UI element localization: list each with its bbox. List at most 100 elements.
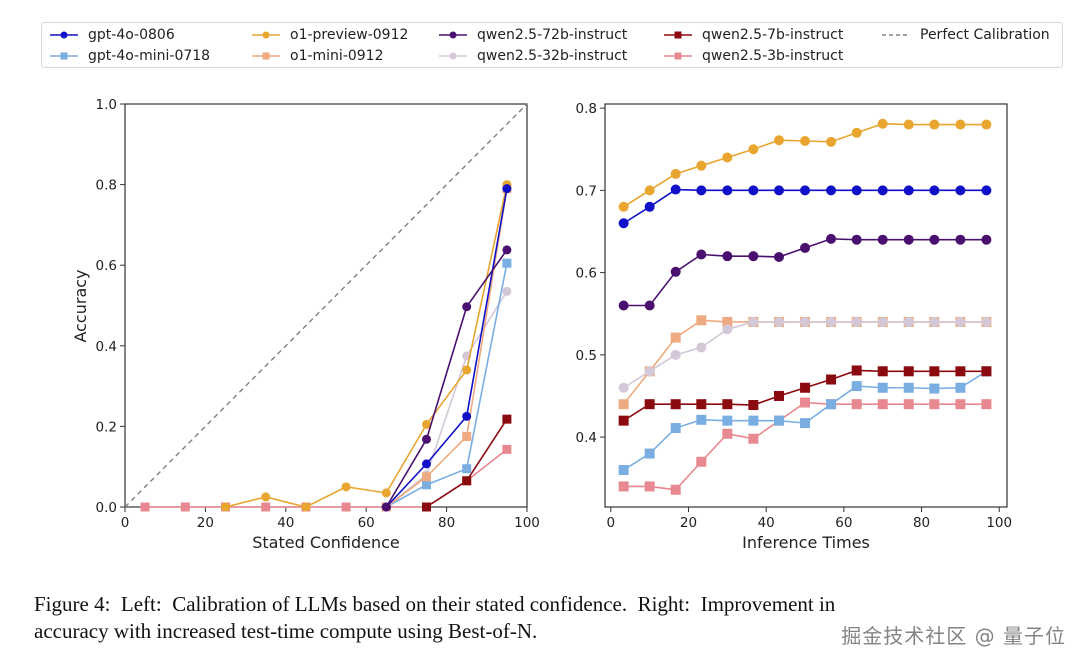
- right-point-gpt-4o-0806: [929, 185, 940, 196]
- figure-caption: Figure 4: Left: Calibration of LLMs base…: [34, 591, 1074, 645]
- right-point-qwen2-5-72b-instruct: [826, 233, 837, 244]
- right-point-gpt-4o-mini-0718: [774, 415, 785, 426]
- left-point-qwen2-5-32b-instruct: [502, 286, 512, 296]
- right-point-qwen2-5-32b-instruct: [929, 316, 940, 327]
- right-point-qwen2-5-72b-instruct: [955, 234, 966, 245]
- right-point-qwen2-5-7b-instruct: [981, 366, 992, 377]
- legend-item-gpt-4o-0806: gpt-4o-0806: [50, 25, 175, 45]
- right-y-tick-label: 0.6: [576, 266, 597, 282]
- right-point-o1-preview-0912: [670, 168, 681, 179]
- right-point-qwen2-5-72b-instruct: [774, 251, 785, 262]
- legend-item-qwen2-5-3b-instruct: qwen2.5-3b-instruct: [664, 46, 843, 66]
- right-point-qwen2-5-3b-instruct: [877, 399, 888, 410]
- right-point-o1-preview-0912: [929, 119, 940, 130]
- left-x-tick-label: 0: [121, 515, 130, 531]
- right-series-line-qwen2-5-7b-instruct: [623, 369, 987, 422]
- right-point-qwen2-5-3b-instruct: [670, 484, 681, 495]
- chart-legend: gpt-4o-0806 gpt-4o-mini-0718 o1-preview-09…: [41, 22, 1063, 68]
- right-point-qwen2-5-32b-instruct: [877, 316, 888, 327]
- right-point-gpt-4o-mini-0718: [955, 382, 966, 393]
- legend-swatch: [664, 31, 692, 39]
- right-point-gpt-4o-0806: [618, 218, 629, 229]
- legend-label: qwen2.5-72b-instruct: [477, 27, 628, 43]
- right-point-qwen2-5-32b-instruct: [722, 324, 733, 335]
- left-point-qwen2-5-72b-instruct: [381, 502, 391, 512]
- right-point-qwen2-5-32b-instruct: [826, 316, 837, 327]
- right-point-qwen2-5-72b-instruct: [903, 234, 914, 245]
- right-point-qwen2-5-32b-instruct: [748, 316, 759, 327]
- right-point-qwen2-5-72b-instruct: [644, 300, 655, 311]
- legend-swatch: [882, 34, 910, 36]
- left-series-line-gpt-4o-0806: [385, 188, 508, 508]
- right-point-gpt-4o-mini-0718: [800, 418, 811, 429]
- left-point-qwen2-5-3b-instruct: [502, 444, 512, 454]
- right-point-o1-preview-0912: [981, 119, 992, 130]
- left-y-tick-label: 0.0: [96, 500, 117, 516]
- legend-label: gpt-4o-0806: [88, 27, 175, 43]
- left-point-o1-preview-0912: [221, 502, 230, 512]
- watermark: 掘金技术社区 @ 量子位: [841, 624, 1066, 648]
- right-series-line-qwen2-5-3b-instruct: [623, 401, 987, 491]
- right-point-gpt-4o-0806: [981, 185, 992, 196]
- right-point-o1-preview-0912: [800, 136, 811, 147]
- right-point-qwen2-5-3b-instruct: [644, 481, 655, 492]
- right-x-tick-label: 40: [758, 515, 775, 531]
- right-point-gpt-4o-0806: [696, 185, 707, 196]
- right-point-gpt-4o-mini-0718: [670, 423, 681, 434]
- right-point-qwen2-5-3b-instruct: [851, 399, 862, 410]
- left-y-tick-label: 1.0: [96, 97, 117, 113]
- right-point-o1-preview-0912: [826, 136, 837, 147]
- legend-swatch: [664, 52, 692, 60]
- right-x-tick-label: 0: [607, 515, 616, 531]
- left-series-line-gpt-4o-mini-0718: [385, 263, 508, 508]
- right-point-gpt-4o-mini-0718: [748, 415, 759, 426]
- legend-label: o1-mini-0912: [290, 48, 384, 64]
- legend-label: o1-preview-0912: [290, 27, 409, 43]
- right-point-qwen2-5-7b-instruct: [774, 390, 785, 401]
- right-point-o1-preview-0912: [955, 119, 966, 130]
- right-x-tick-label: 20: [680, 515, 697, 531]
- legend-item-qwen2-5-72b-instruct: qwen2.5-72b-instruct: [439, 25, 627, 45]
- right-point-qwen2-5-7b-instruct: [670, 399, 681, 410]
- left-series-line-qwen2-5-72b-instruct: [385, 249, 508, 508]
- right-point-gpt-4o-0806: [800, 185, 811, 196]
- left-x-tick-label: 60: [358, 515, 375, 531]
- right-point-gpt-4o-mini-0718: [696, 414, 707, 425]
- left-point-gpt-4o-0806: [502, 184, 512, 194]
- left-y-axis-label: Accuracy: [71, 269, 90, 342]
- right-point-qwen2-5-32b-instruct: [618, 382, 629, 393]
- right-point-gpt-4o-mini-0718: [877, 382, 888, 393]
- legend-label: Perfect Calibration: [920, 27, 1050, 43]
- left-point-qwen2-5-72b-instruct: [502, 245, 512, 255]
- right-point-qwen2-5-7b-instruct: [826, 374, 837, 385]
- right-point-qwen2-5-72b-instruct: [618, 300, 629, 311]
- right-y-tick-label: 0.7: [576, 183, 597, 199]
- left-point-o1-mini-0912: [422, 472, 431, 482]
- right-point-qwen2-5-32b-instruct: [981, 316, 992, 327]
- right-point-qwen2-5-7b-instruct: [955, 366, 966, 377]
- legend-item-qwen2-5-7b-instruct: qwen2.5-7b-instruct: [664, 25, 843, 45]
- left-point-gpt-4o-mini-0718: [502, 258, 512, 268]
- right-point-qwen2-5-72b-instruct: [877, 234, 888, 245]
- right-point-qwen2-5-3b-instruct: [981, 399, 992, 410]
- right-point-qwen2-5-3b-instruct: [748, 433, 759, 444]
- left-x-tick-label: 100: [514, 515, 540, 531]
- left-point-o1-mini-0912: [462, 431, 472, 441]
- legend-item-o1-preview-0912: o1-preview-0912: [252, 25, 408, 45]
- right-point-qwen2-5-3b-instruct: [929, 399, 940, 410]
- left-point-qwen2-5-72b-instruct: [462, 302, 472, 312]
- right-point-qwen2-5-3b-instruct: [618, 481, 629, 492]
- right-x-tick-label: 100: [986, 515, 1012, 531]
- right-point-o1-preview-0912: [851, 127, 862, 138]
- right-point-qwen2-5-32b-instruct: [903, 316, 914, 327]
- right-point-qwen2-5-3b-instruct: [696, 456, 707, 467]
- right-point-qwen2-5-32b-instruct: [955, 316, 966, 327]
- right-point-qwen2-5-7b-instruct: [851, 365, 862, 376]
- left-point-qwen2-5-3b-instruct: [180, 502, 190, 512]
- legend-marker: [449, 31, 457, 39]
- left-point-gpt-4o-0806: [422, 459, 431, 469]
- legend-item-gpt-4o-mini-0718: gpt-4o-mini-0718: [50, 46, 210, 66]
- legend-item-o1-mini-0912: o1-mini-0912: [252, 46, 384, 66]
- right-point-gpt-4o-mini-0718: [722, 415, 733, 426]
- left-series-line-o1-preview-0912: [225, 184, 508, 508]
